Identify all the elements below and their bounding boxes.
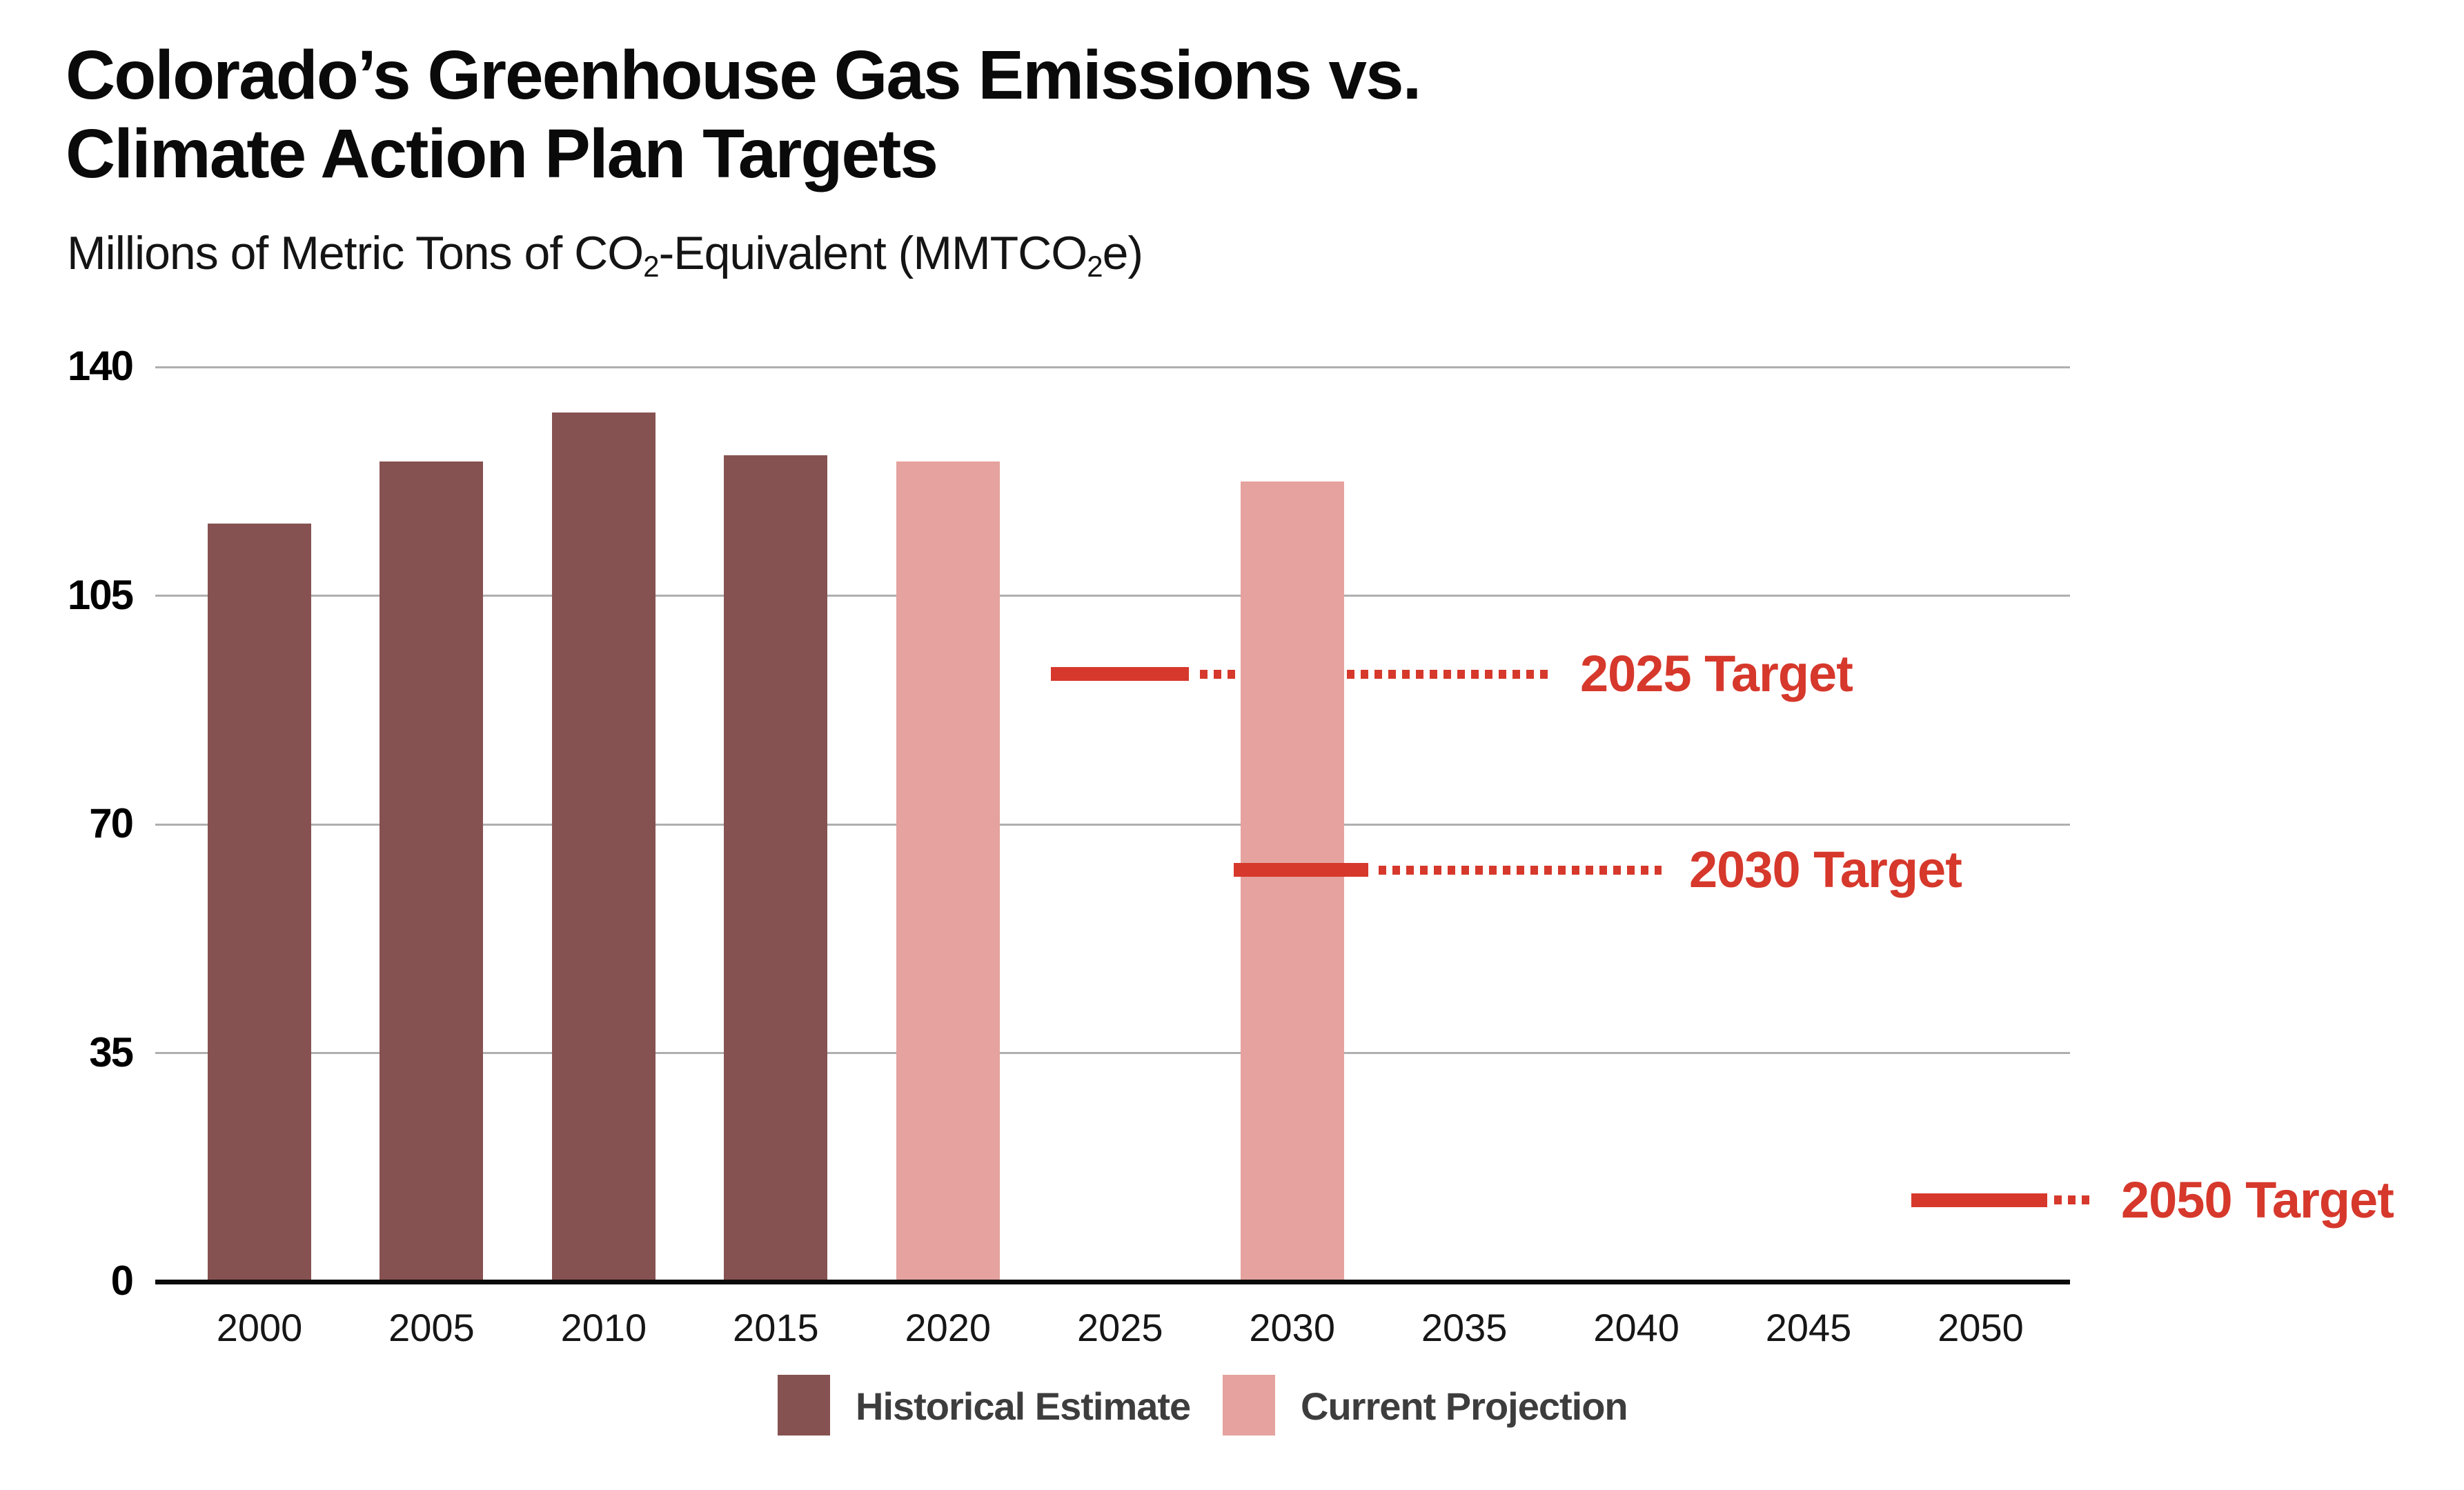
legend-swatch-projection [1223, 1375, 1275, 1436]
x-tick-label-2035: 2035 [1421, 1306, 1508, 1349]
x-tick-label-2030: 2030 [1249, 1306, 1335, 1349]
x-tick-label-2050: 2050 [1938, 1306, 2024, 1349]
bar-2020 [896, 461, 1000, 1282]
x-tick-label-2025: 2025 [1076, 1306, 1163, 1349]
x-axis-line [155, 1280, 2070, 1284]
bar-2030 [1240, 481, 1344, 1282]
legend-label-historical: Historical Estimate [856, 1384, 1191, 1428]
bar-2010 [551, 413, 656, 1282]
gridline-y140 [155, 366, 2070, 368]
chart-subtitle: Millions of Metric Tons of CO2-Equivalen… [67, 226, 1143, 283]
y-tick-label-105: 105 [67, 571, 134, 618]
title-line-2: Climate Action Plan Targets [66, 115, 938, 192]
subtitle-subscript: 2 [1087, 250, 1103, 283]
subtitle-text: Millions of Metric Tons of CO [67, 227, 644, 279]
x-tick-label-2010: 2010 [560, 1306, 647, 1349]
bar-2005 [380, 461, 484, 1282]
subtitle-text: e) [1102, 227, 1143, 279]
x-tick-label-2000: 2000 [216, 1306, 303, 1349]
target-line-2030 [1234, 863, 1368, 877]
target-dotted-line-2025-1 [1347, 669, 1553, 679]
bar-2000 [208, 524, 311, 1282]
target-label-2030: 2030 Target [1689, 841, 1962, 899]
target-dotted-line-2025-0 [1200, 669, 1237, 679]
target-line-2050 [1911, 1193, 2047, 1207]
bar-2015 [724, 455, 828, 1282]
page-title: Colorado’s Greenhouse Gas Emissions vs. … [66, 36, 1421, 193]
gridline-y70 [155, 823, 2070, 826]
target-label-2025: 2025 Target [1580, 645, 1853, 703]
x-tick-label-2045: 2045 [1765, 1306, 1852, 1349]
subtitle-text: -Equivalent (MMTCO [658, 227, 1088, 279]
target-dotted-line-2050-0 [2054, 1195, 2093, 1205]
title-line-1: Colorado’s Greenhouse Gas Emissions vs. [66, 37, 1421, 114]
y-tick-label-70: 70 [89, 800, 134, 846]
x-tick-label-2020: 2020 [905, 1306, 992, 1349]
legend-swatch-historical [778, 1375, 830, 1436]
x-tick-label-2015: 2015 [733, 1306, 819, 1349]
x-tick-label-2005: 2005 [388, 1306, 475, 1349]
target-line-2025 [1051, 667, 1189, 682]
y-tick-label-35: 35 [89, 1029, 134, 1075]
subtitle-subscript: 2 [643, 250, 659, 283]
target-dotted-line-2030-0 [1379, 865, 1662, 875]
target-label-2050: 2050 Target [2121, 1171, 2394, 1229]
x-tick-label-2040: 2040 [1593, 1306, 1679, 1349]
y-tick-label-140: 140 [67, 343, 134, 389]
gridline-y35 [155, 1052, 2070, 1054]
y-tick-label-0: 0 [110, 1258, 134, 1304]
gridline-y105 [155, 595, 2070, 597]
legend-label-projection: Current Projection [1301, 1384, 1628, 1428]
